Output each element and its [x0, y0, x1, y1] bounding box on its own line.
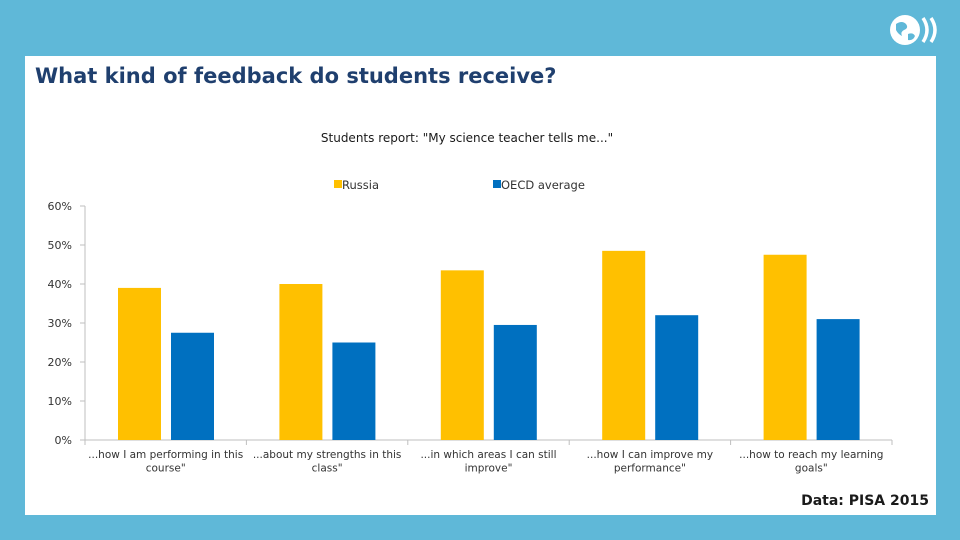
y-tick-label: 10%	[48, 395, 72, 408]
bar-russia-2	[279, 284, 323, 440]
y-tick-label: 50%	[48, 239, 72, 252]
y-tick-label: 0%	[55, 434, 72, 447]
bar-oecd-1	[171, 332, 214, 440]
bar-chart: Students report: "My science teacher tel…	[48, 131, 893, 475]
bar-russia-3	[440, 270, 484, 440]
chart-title: Students report: "My science teacher tel…	[321, 131, 613, 145]
x-tick-label-1: ...how I am performing in this course"	[88, 449, 243, 475]
y-tick-label: 30%	[48, 317, 72, 330]
y-tick-label: 60%	[48, 200, 72, 213]
data-source-label: Data: PISA 2015	[801, 493, 929, 509]
bar-oecd-4	[655, 315, 699, 440]
legend-label-2: OECD average	[501, 178, 585, 192]
bar-russia-4	[602, 250, 646, 440]
globe-logo-icon	[890, 15, 937, 45]
y-tick-label: 20%	[48, 356, 72, 369]
legend-swatch-1	[334, 180, 342, 188]
x-tick-label-3: ...in which areas I can still improve"	[420, 449, 556, 475]
legend-label-1: Russia	[342, 178, 379, 192]
bar-russia-1	[118, 287, 161, 440]
y-tick-label: 40%	[48, 278, 72, 291]
legend-swatch-2	[493, 180, 501, 188]
x-tick-label-2: ...about my strengths in this class"	[253, 449, 402, 475]
bar-oecd-5	[816, 319, 860, 440]
bar-oecd-3	[493, 324, 537, 440]
slide-panel: What kind of feedback do students receiv…	[25, 56, 936, 515]
bar-oecd-2	[332, 342, 376, 440]
x-tick-label-5: ...how to reach my learning goals"	[739, 449, 883, 475]
x-tick-label-4: ...how I can improve my performance"	[587, 449, 713, 475]
bar-russia-5	[763, 254, 807, 440]
slide-title: What kind of feedback do students receiv…	[35, 64, 557, 88]
